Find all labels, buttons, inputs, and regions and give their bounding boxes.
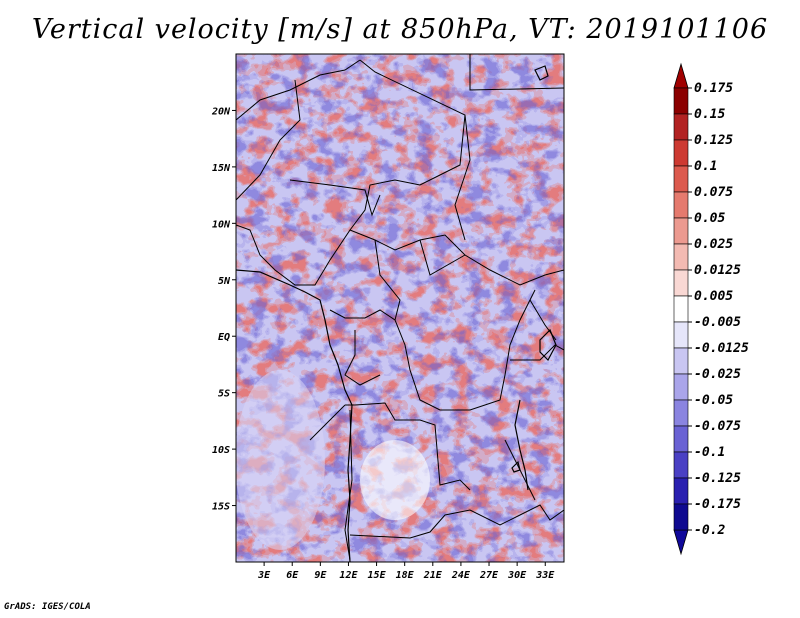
colorbar-label: -0.1: [694, 445, 725, 460]
colorbar-segment: [673, 113, 689, 141]
lat-label: EQ: [218, 332, 230, 343]
lat-label: 5S: [218, 389, 230, 400]
lon-label: 3E: [257, 570, 271, 581]
calm-area-angola: [360, 440, 430, 520]
colorbar-label: -0.05: [694, 393, 733, 408]
map-panel: [236, 54, 564, 562]
colorbar-label: -0.2: [694, 523, 725, 538]
colorbar-label: 0.0125: [694, 263, 741, 278]
colorbar-segment: [673, 425, 689, 453]
colorbar-segment: [673, 373, 689, 401]
lon-label: 21E: [423, 570, 443, 581]
colorbar-label: 0.175: [694, 81, 733, 96]
grads-credit: GrADS: IGES/COLA: [4, 602, 91, 612]
lat-label: 10N: [212, 219, 231, 230]
colorbar-top-arrow: [673, 62, 689, 89]
longitude-axis: 3E 6E 9E 12E 15E 18E 21E 24E 27E 30E 33E: [257, 562, 555, 581]
colorbar-segment: [673, 243, 689, 271]
colorbar-label: 0.05: [694, 211, 725, 226]
colorbar-label: 0.15: [694, 107, 725, 122]
lon-label: 12E: [339, 570, 358, 581]
colorbar-label: 0.125: [694, 133, 733, 148]
map-frame: [235, 53, 565, 563]
colorbar-segment: [673, 347, 689, 375]
lon-label: 9E: [314, 570, 327, 581]
colorbar-segment: [673, 321, 689, 349]
colorbar-segment: [673, 477, 689, 505]
colorbar-segment: [673, 399, 689, 427]
lon-label: 30E: [507, 570, 527, 581]
colorbar-label: -0.0125: [694, 341, 749, 356]
colorbar-label: -0.175: [694, 497, 741, 512]
lon-label: 33E: [535, 570, 555, 581]
colorbar-label: -0.075: [694, 419, 741, 434]
lat-label: 15S: [212, 502, 230, 513]
lat-label: 20N: [211, 106, 231, 117]
coastline: [236, 65, 557, 562]
lat-label: 5N: [218, 276, 231, 287]
colorbar-label: 0.075: [694, 185, 733, 200]
colorbar-segment: [673, 269, 689, 297]
colorbar-label: -0.005: [694, 315, 741, 330]
colorbar-segment: [673, 165, 689, 193]
colorbar-segment: [673, 295, 689, 323]
colorbar: 0.175 0.15 0.125 0.1 0.075 0.05 0.025 0.0125 0.0…: [673, 62, 749, 556]
colorbar-label: 0.005: [694, 289, 733, 304]
colorbar-bottom-arrow: [673, 529, 689, 556]
lon-label: 27E: [479, 570, 499, 581]
lat-label: 15N: [212, 163, 231, 174]
colorbar-segment: [673, 191, 689, 219]
colorbar-label: 0.025: [694, 237, 733, 252]
lon-label: 18E: [396, 570, 415, 581]
colorbar-label: -0.125: [694, 471, 741, 486]
colorbar-segment: [673, 217, 689, 245]
lon-label: 24E: [451, 570, 471, 581]
colorbar-segment: [673, 503, 689, 531]
colorbar-label: -0.025: [694, 367, 741, 382]
map-title: Vertical velocity [m/s] at 850hPa, VT: 2…: [31, 14, 769, 45]
colorbar-label: 0.1: [694, 159, 717, 174]
lat-label: 10S: [212, 445, 230, 456]
colorbar-segment: [673, 451, 689, 479]
lon-label: 6E: [286, 570, 299, 581]
lon-label: 15E: [368, 570, 387, 581]
colorbar-segment: [673, 87, 689, 115]
latitude-axis: 20N 15N 10N 5N EQ 5S 10S 15S: [211, 106, 236, 513]
colorbar-segment: [673, 139, 689, 167]
calm-area-atlantic: [236, 370, 325, 550]
